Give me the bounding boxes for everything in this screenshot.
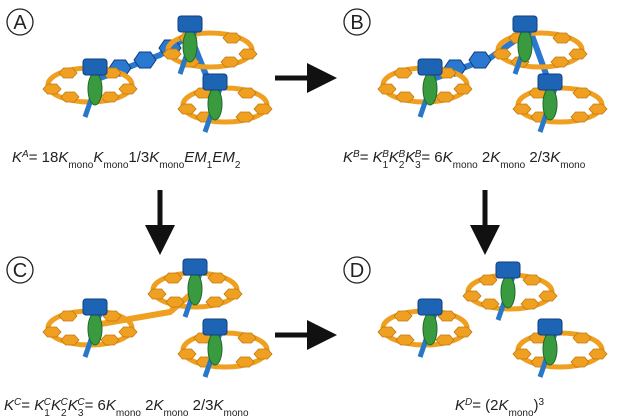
equation-part: B — [398, 149, 405, 160]
arrows — [145, 63, 500, 350]
equation-part: 1 — [44, 408, 50, 419]
equation-part: B — [415, 149, 422, 160]
equation-part: K — [405, 149, 416, 166]
equation-part: mono — [224, 408, 249, 419]
equation-part: 3 — [415, 160, 421, 171]
equation-part: EM — [184, 149, 207, 166]
label-circle — [6, 8, 34, 36]
equation-part: 1 — [207, 160, 213, 171]
equation-part: 2/3 — [188, 397, 213, 414]
label-circle — [6, 256, 34, 284]
equation-part: K — [214, 397, 225, 414]
equation-part: mono — [116, 408, 141, 419]
equation-part: mono — [500, 160, 525, 171]
equation-part: mono — [159, 160, 184, 171]
equation-part: 3 — [539, 397, 545, 408]
panel-label: B — [350, 12, 363, 34]
equation-part: = — [21, 397, 34, 414]
equation-part: K — [550, 149, 561, 166]
equation-part: mono — [453, 160, 478, 171]
equation-part: K — [93, 149, 104, 166]
equation-part: 2 — [235, 160, 241, 171]
panel-labels: A B C D — [6, 8, 371, 284]
equation-part: C — [61, 397, 69, 408]
equation-part: = — [360, 149, 373, 166]
equation-part: = 6 — [421, 149, 442, 166]
equation-part: K — [490, 149, 501, 166]
panel-label: A — [13, 12, 27, 34]
equation-part: K — [106, 397, 117, 414]
equation-part: K — [373, 149, 384, 166]
equation-part: ) — [534, 397, 539, 414]
equation-part: mono — [68, 160, 93, 171]
equation-part: K — [499, 397, 510, 414]
equation-part: C — [44, 397, 52, 408]
label-circle — [343, 8, 371, 36]
equation-part: D — [465, 397, 472, 408]
equation-part: K — [58, 149, 69, 166]
equation-part: B — [353, 149, 360, 160]
equation-part: C — [14, 397, 22, 408]
panel-label: D — [350, 260, 364, 282]
equation-part: K — [149, 149, 160, 166]
equation-part: = 18 — [29, 149, 59, 166]
equation-part: = (2 — [472, 397, 498, 414]
molecule-a — [43, 16, 272, 132]
equation-part: C — [77, 397, 85, 408]
equation-part: K — [12, 149, 23, 166]
molecule-b — [378, 16, 607, 132]
equation-part: 3 — [78, 408, 84, 419]
equation-c: KC= K1CK2CK3C= 6Kmono 2Kmono 2/3Kmono — [4, 397, 249, 419]
equation-part: 2 — [61, 408, 67, 419]
panel-label: C — [13, 260, 27, 282]
equation-part: K — [34, 397, 45, 414]
equation-d: KD= (2Kmono)3 — [455, 397, 545, 419]
label-circle — [343, 256, 371, 284]
equation-part: K — [343, 149, 354, 166]
equation-part: mono — [560, 160, 585, 171]
equation-part: K — [443, 149, 454, 166]
equation-part: K — [389, 149, 400, 166]
equation-a: KA= 18KmonoKmono1/3KmonoEM1EM2 — [12, 149, 241, 171]
equation-part: EM — [212, 149, 235, 166]
equation-part: mono — [509, 408, 534, 419]
equation-b: KB= K1BK2BK3B= 6Kmono 2Kmono 2/3Kmono — [343, 149, 586, 171]
molecule-d — [378, 262, 607, 377]
equation-part: 2 — [478, 149, 491, 166]
equation-part: K — [153, 397, 164, 414]
molecule-c — [43, 259, 272, 377]
equation-part: K — [68, 397, 79, 414]
equation-part: K — [51, 397, 62, 414]
equation-part: mono — [163, 408, 188, 419]
equation-part: A — [21, 149, 29, 160]
equation-part: B — [382, 149, 389, 160]
equation-part: 2 — [141, 397, 154, 414]
equation-part: mono — [103, 160, 128, 171]
equation-part: 2 — [399, 160, 405, 171]
equation-part: 2/3 — [525, 149, 550, 166]
equation-part: 1 — [383, 160, 389, 171]
equation-part: = 6 — [85, 397, 106, 414]
equation-part: 1/3 — [128, 149, 149, 166]
equation-part: K — [4, 397, 15, 414]
equation-part: K — [455, 397, 466, 414]
